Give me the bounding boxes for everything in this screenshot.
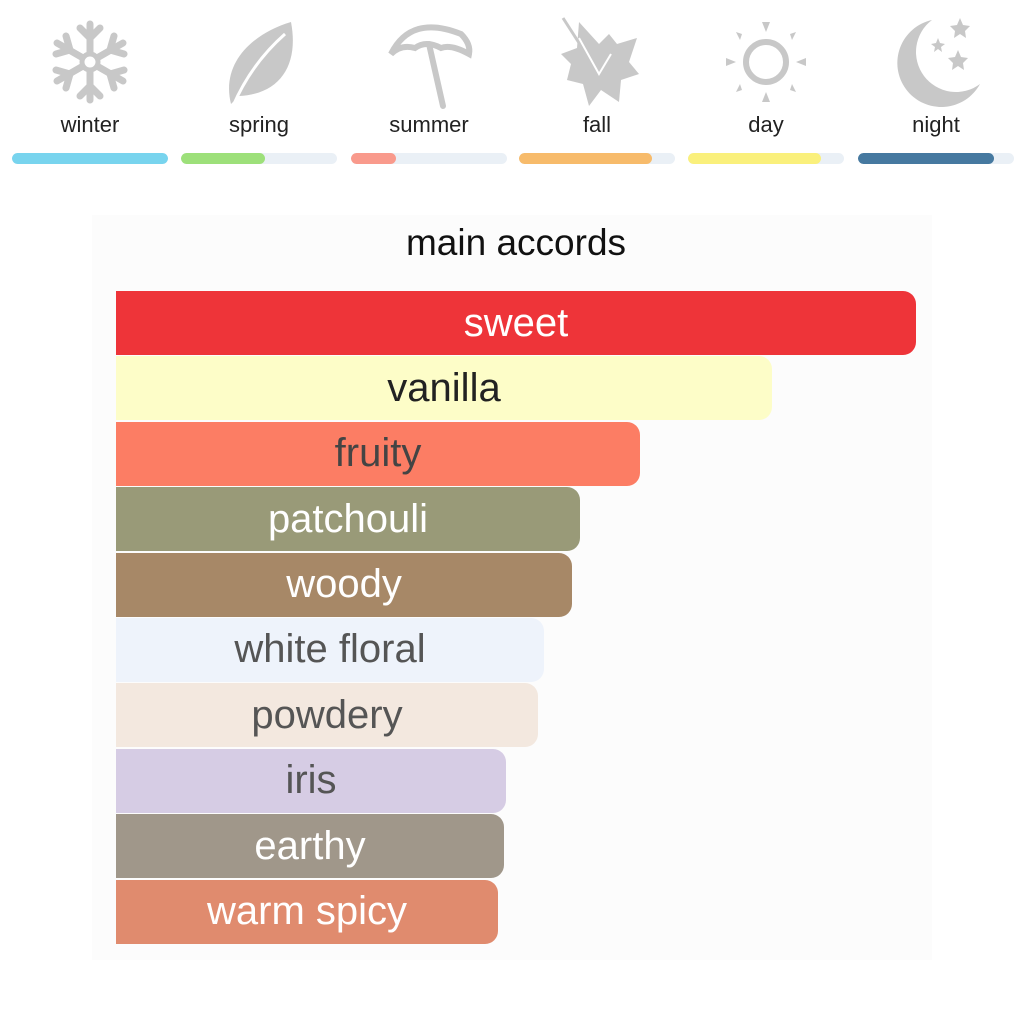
season-bar-fill <box>519 153 652 164</box>
season-bar-fill <box>688 153 821 164</box>
accord-bar-vanilla: vanilla <box>116 356 772 421</box>
accord-bar-powdery: powdery <box>116 683 538 748</box>
leaf-icon <box>229 22 293 107</box>
season-bar-fill <box>181 153 266 164</box>
season-label: winter <box>60 112 120 137</box>
accord-label: fruity <box>334 431 422 476</box>
season-bar-winter <box>12 153 168 164</box>
accord-bar-iris: iris <box>116 748 506 813</box>
accord-bar-warm-spicy: warm spicy <box>116 879 498 944</box>
accord-bar-earthy: earthy <box>116 814 504 879</box>
accord-label: woody <box>286 562 402 607</box>
accord-bars: sweet vanilla fruity patchouli woody white fl… <box>116 291 916 945</box>
accord-label: iris <box>285 758 337 803</box>
season-bar-spring <box>181 153 337 164</box>
accord-bar-patchouli: patchouli <box>116 487 580 552</box>
accord-label: sweet <box>463 300 569 345</box>
accord-bar-sweet: sweet <box>116 291 916 355</box>
accord-label: warm spicy <box>206 889 408 934</box>
season-bar-night <box>858 153 1014 164</box>
accord-bar-fruity: fruity <box>116 421 640 486</box>
season-label: fall <box>582 112 612 137</box>
sun-icon <box>726 22 806 102</box>
accord-label: earthy <box>254 823 366 868</box>
season-label: summer <box>389 112 469 137</box>
moon-stars-icon <box>897 18 980 107</box>
accord-bar-white-floral: white floral <box>116 617 544 682</box>
season-bar-fill <box>12 153 168 164</box>
season-night: night <box>858 14 1014 138</box>
accord-label: patchouli <box>267 496 429 541</box>
accord-label: white floral <box>234 627 426 672</box>
season-bar-fill <box>351 153 397 164</box>
maple-leaf-icon <box>561 17 639 106</box>
snowflake-icon <box>52 20 128 104</box>
accord-label: powdery <box>251 692 403 737</box>
main-accords-title: main accords <box>405 222 627 263</box>
season-winter: winter <box>12 14 168 138</box>
season-bar-fill <box>858 153 994 164</box>
season-bar-day <box>688 153 844 164</box>
season-bar-summer <box>351 153 507 164</box>
season-day: day <box>688 14 844 138</box>
season-bar-fall <box>519 153 675 164</box>
season-label: day <box>748 112 784 137</box>
season-label: night <box>912 112 960 137</box>
season-summer: summer <box>351 14 507 138</box>
season-fall: fall <box>519 14 675 138</box>
umbrella-icon <box>388 24 473 109</box>
season-spring: spring <box>181 14 337 138</box>
accord-bar-woody: woody <box>116 552 572 617</box>
accord-label: vanilla <box>387 365 501 410</box>
season-label: spring <box>229 112 289 137</box>
season-indicators: winter spring summer fall day night <box>0 0 1024 170</box>
